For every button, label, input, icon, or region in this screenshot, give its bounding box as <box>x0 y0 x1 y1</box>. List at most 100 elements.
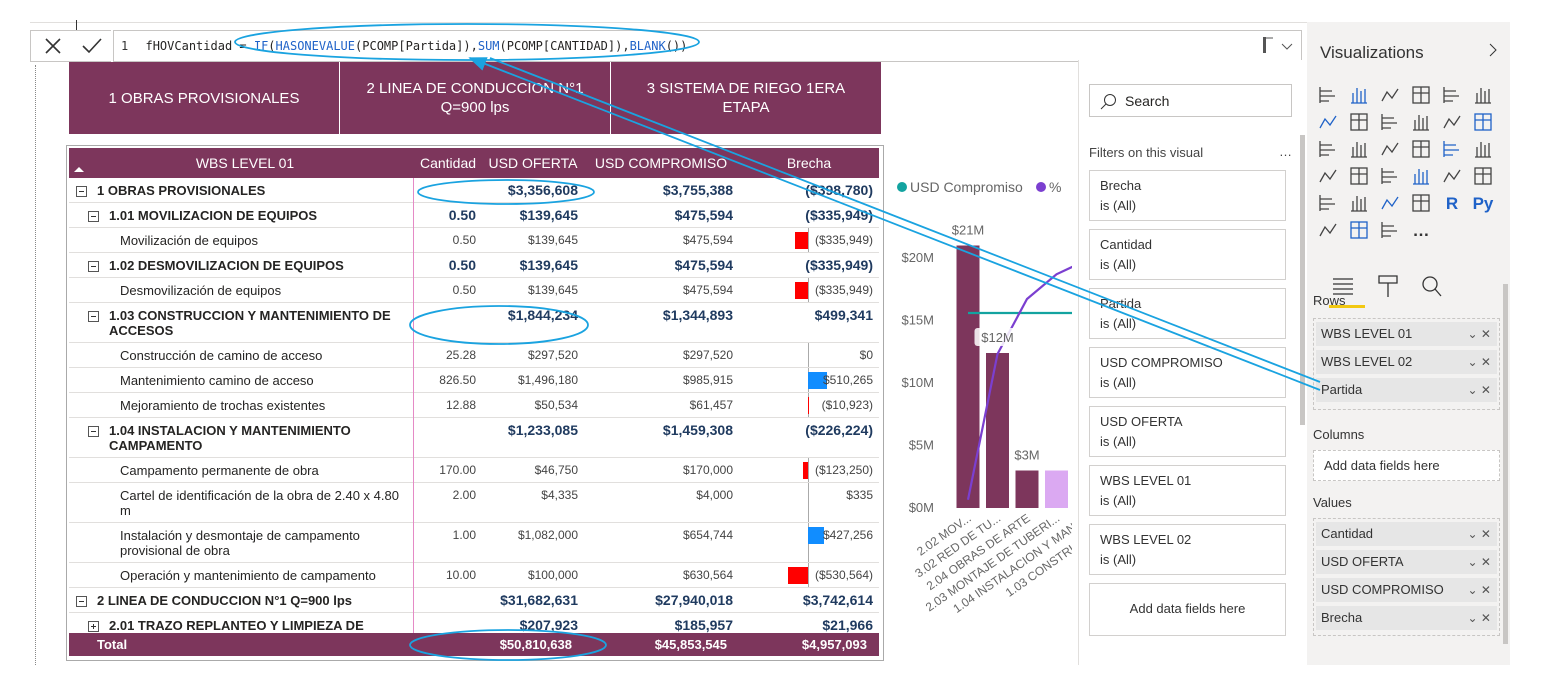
bar[interactable] <box>1045 470 1068 509</box>
viz-icon[interactable] <box>1413 115 1429 131</box>
viz-icon[interactable] <box>1443 87 1459 103</box>
add-filter-well[interactable]: Add data fields here <box>1089 583 1286 636</box>
viz-icon[interactable] <box>1412 194 1430 212</box>
collapse-button[interactable] <box>76 186 87 197</box>
viz-icon[interactable] <box>1381 142 1399 156</box>
viz-icon[interactable] <box>1475 88 1491 104</box>
formula-expand[interactable] <box>1261 35 1301 57</box>
bar[interactable] <box>956 245 980 509</box>
field-chip[interactable]: Brecha ⌄ ✕ <box>1316 606 1497 630</box>
field-chip[interactable]: WBS LEVEL 01 ⌄ ✕ <box>1316 322 1497 346</box>
field-chip[interactable]: WBS LEVEL 02 ⌄ ✕ <box>1316 350 1497 374</box>
collapse-button[interactable] <box>88 211 99 222</box>
viz-icon[interactable] <box>1474 167 1492 185</box>
formula-controls <box>30 30 111 62</box>
scrollbar[interactable] <box>1503 284 1508 644</box>
collapse-button[interactable] <box>88 426 99 437</box>
field-name: Partida <box>1321 382 1363 397</box>
viz-icon[interactable] <box>1475 142 1491 158</box>
viz-icon-label[interactable]: … <box>1413 221 1430 240</box>
filter-card[interactable]: USD OFERTA is (All) <box>1089 406 1286 457</box>
viz-icon[interactable] <box>1412 140 1430 158</box>
collapse-icon[interactable] <box>1487 42 1499 58</box>
column-header[interactable]: Cantidad <box>419 155 477 171</box>
columns-well[interactable]: Add data fields here <box>1313 450 1500 481</box>
filter-name: USD OFERTA <box>1100 414 1183 429</box>
data-label: $3M <box>1014 448 1039 463</box>
pane-tab[interactable] <box>1422 276 1442 297</box>
well-placeholder: Add data fields here <box>1324 458 1440 473</box>
field-chip[interactable]: USD COMPROMISO ⌄ ✕ <box>1316 578 1497 602</box>
viz-icon[interactable] <box>1351 196 1367 212</box>
viz-icon[interactable] <box>1443 115 1461 129</box>
viz-icon[interactable] <box>1319 223 1337 237</box>
icon-shape <box>1351 196 1367 212</box>
filter-state: is (All) <box>1100 198 1137 213</box>
column-header[interactable]: WBS LEVEL 01 <box>195 155 295 171</box>
viz-icon[interactable] <box>1443 141 1459 157</box>
icon-shape <box>1475 168 1491 184</box>
viz-icon[interactable] <box>1443 169 1461 183</box>
viz-icon[interactable] <box>1381 196 1399 210</box>
viz-icon[interactable] <box>1381 114 1397 130</box>
viz-icon[interactable] <box>1351 88 1367 104</box>
field-chip[interactable]: Partida ⌄ ✕ <box>1316 378 1497 402</box>
search-box[interactable]: Search <box>1089 84 1292 117</box>
scrollbar[interactable] <box>1300 135 1305 425</box>
cell-value: $335 <box>846 488 873 502</box>
cell-value: ($226,224) <box>805 422 873 438</box>
viz-icon[interactable] <box>1350 113 1368 131</box>
viz-icon[interactable] <box>1350 221 1368 239</box>
bar[interactable] <box>1015 470 1039 509</box>
filter-card[interactable]: Cantidad is (All) <box>1089 229 1286 280</box>
viz-icon[interactable] <box>1319 87 1335 103</box>
search-placeholder: Search <box>1125 93 1170 109</box>
field-actions: ⌄ ✕ <box>1467 355 1491 369</box>
viz-icon[interactable] <box>1381 168 1397 184</box>
filter-card[interactable]: WBS LEVEL 01 is (All) <box>1089 465 1286 516</box>
filter-card[interactable]: WBS LEVEL 02 is (All) <box>1089 524 1286 575</box>
icon-shape <box>1443 115 1461 129</box>
viz-icon-label[interactable]: R <box>1446 194 1458 213</box>
viz-icon[interactable] <box>1381 222 1397 238</box>
icon-shape <box>1443 141 1459 157</box>
filter-card[interactable]: USD COMPROMISO is (All) <box>1089 347 1286 398</box>
viz-icon[interactable] <box>1319 115 1337 129</box>
viz-icon[interactable] <box>1319 169 1337 183</box>
pane-tab[interactable] <box>1333 278 1353 295</box>
viz-icon[interactable] <box>1319 195 1335 211</box>
total-value: $4,957,093 <box>801 637 867 652</box>
pane-tab[interactable] <box>1378 275 1398 297</box>
cell-value: 1.00 <box>452 528 476 542</box>
filter-card[interactable]: Brecha is (All) <box>1089 170 1286 221</box>
filters-more[interactable]: … <box>1279 144 1292 159</box>
field-chip[interactable]: Cantidad ⌄ ✕ <box>1316 522 1497 546</box>
viz-title: Visualizations <box>1320 43 1424 62</box>
viz-icon[interactable] <box>1474 113 1492 131</box>
filter-card[interactable]: Partida is (All) <box>1089 288 1286 339</box>
viz-icon[interactable] <box>1412 86 1430 104</box>
viz-icon[interactable] <box>1319 141 1335 157</box>
viz-icon-label[interactable]: Py <box>1473 194 1494 213</box>
viz-icon[interactable] <box>1351 142 1367 158</box>
expand-button[interactable] <box>88 621 99 632</box>
commit-icon[interactable] <box>82 38 102 54</box>
icon-shape <box>1319 169 1337 183</box>
cell-value: ($123,250) <box>814 463 873 477</box>
viz-icon[interactable] <box>1350 167 1368 185</box>
field-chip[interactable]: USD OFERTA ⌄ ✕ <box>1316 550 1497 574</box>
collapse-button[interactable] <box>76 596 87 607</box>
filter-name: WBS LEVEL 01 <box>1100 473 1192 488</box>
filter-state: is (All) <box>1100 493 1137 508</box>
bar[interactable] <box>986 353 1009 508</box>
icon-shape <box>1351 88 1367 104</box>
button-box <box>76 186 87 197</box>
icon-shape <box>1381 142 1399 156</box>
collapse-button[interactable] <box>88 261 99 272</box>
collapse-button[interactable] <box>88 311 99 322</box>
viz-icon[interactable] <box>1413 169 1429 185</box>
slicer-button[interactable]: 1 OBRAS PROVISIONALES <box>69 62 339 134</box>
viz-icon[interactable] <box>1381 88 1399 102</box>
sort-icon[interactable] <box>74 166 84 174</box>
cancel-icon[interactable] <box>45 38 61 54</box>
